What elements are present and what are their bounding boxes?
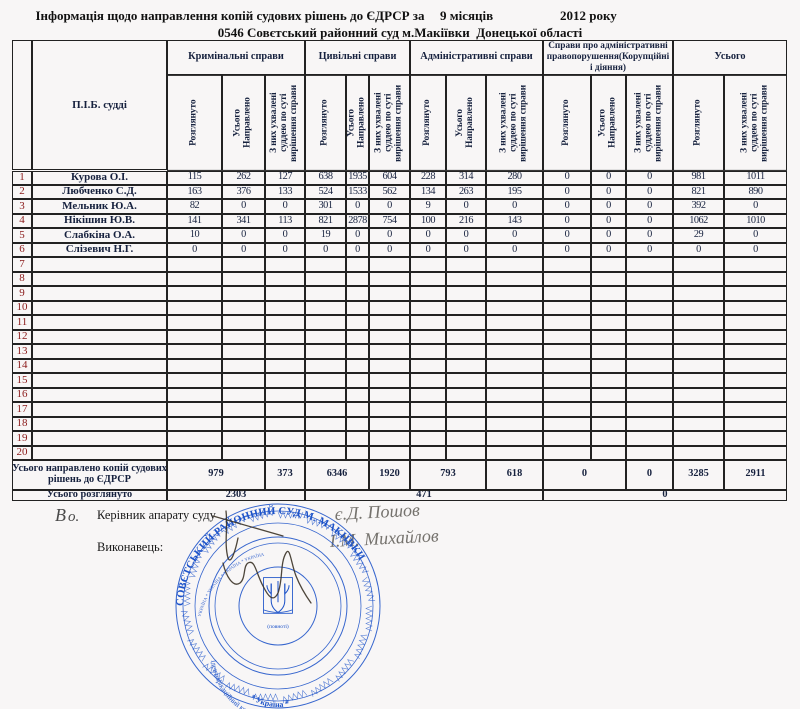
svg-text:* Україна *: * Україна * xyxy=(249,693,290,709)
svg-text:о.: о. xyxy=(68,509,79,525)
svg-text:В: В xyxy=(55,505,66,525)
